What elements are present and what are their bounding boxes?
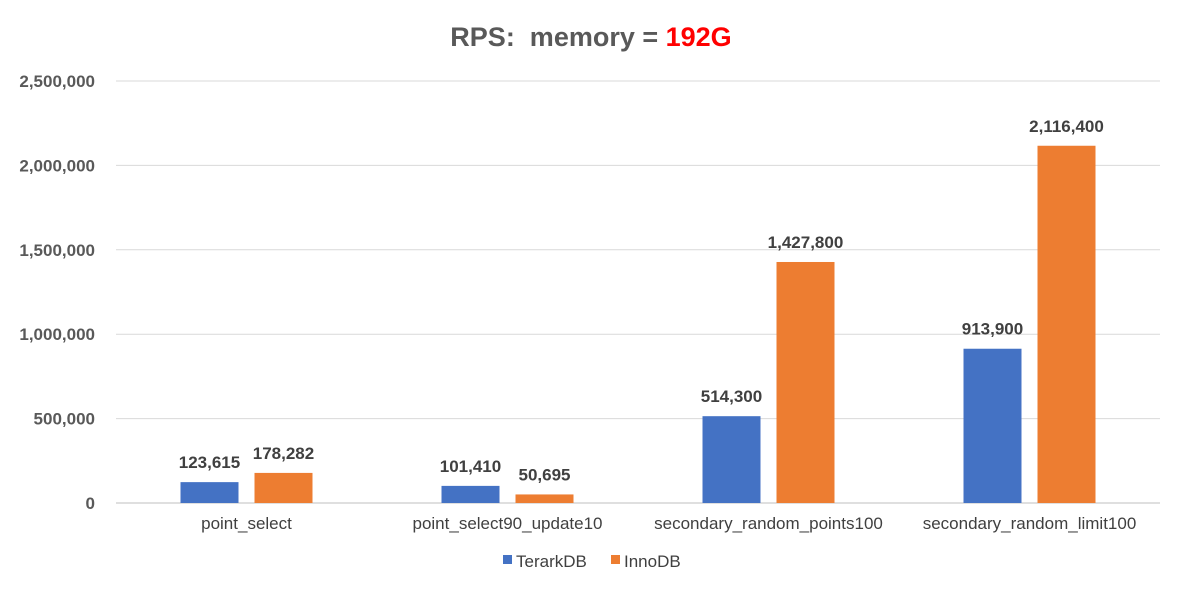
x-tick-label: point_select90_update10 (413, 514, 603, 533)
legend-label-innodb: InnoDB (624, 552, 681, 571)
data-label: 50,695 (519, 465, 571, 484)
data-label: 101,410 (440, 457, 501, 476)
y-tick-label: 1,500,000 (19, 241, 95, 260)
bar-innodb (776, 261, 835, 503)
bars (180, 145, 1096, 503)
y-tick-label: 500,000 (34, 410, 95, 429)
y-tick-label: 2,500,000 (19, 72, 95, 91)
x-tick-label: secondary_random_limit100 (923, 514, 1137, 533)
data-label: 123,615 (179, 453, 240, 472)
data-labels: 123,615 178,282 101,410 50,695 514,300 1,427,… (179, 117, 1104, 485)
bar-innodb (515, 494, 574, 503)
data-label: 913,900 (962, 320, 1023, 339)
data-label: 1,427,800 (768, 233, 844, 252)
bar-innodb (254, 472, 313, 503)
x-tick-label: point_select (201, 514, 292, 533)
y-tick-label: 1,000,000 (19, 325, 95, 344)
chart-title-highlight: 192G (666, 22, 732, 52)
x-tick-label: secondary_random_points100 (654, 514, 883, 533)
y-tick-label: 2,000,000 (19, 156, 95, 175)
legend-swatch-innodb (611, 555, 620, 564)
data-label: 514,300 (701, 387, 762, 406)
data-label: 2,116,400 (1029, 117, 1104, 136)
legend-label-terarkdb: TerarkDB (516, 552, 587, 571)
y-axis-ticks: 0 500,000 1,000,000 1,500,000 2,000,000 2,500… (19, 72, 95, 513)
chart-title-main: RPS: memory = (450, 22, 665, 52)
x-axis-ticks: point_select point_select90_update10 secon… (201, 514, 1136, 533)
chart-title: RPS: memory = 192G (450, 22, 731, 52)
bar-terarkdb (702, 416, 761, 503)
bar-terarkdb (963, 348, 1022, 503)
legend: TerarkDB InnoDB (503, 552, 681, 571)
bar-terarkdb (441, 485, 500, 503)
bar-terarkdb (180, 482, 239, 503)
bar-innodb (1037, 145, 1096, 503)
y-tick-label: 0 (86, 494, 95, 513)
legend-swatch-terarkdb (503, 555, 512, 564)
data-label: 178,282 (253, 444, 314, 463)
